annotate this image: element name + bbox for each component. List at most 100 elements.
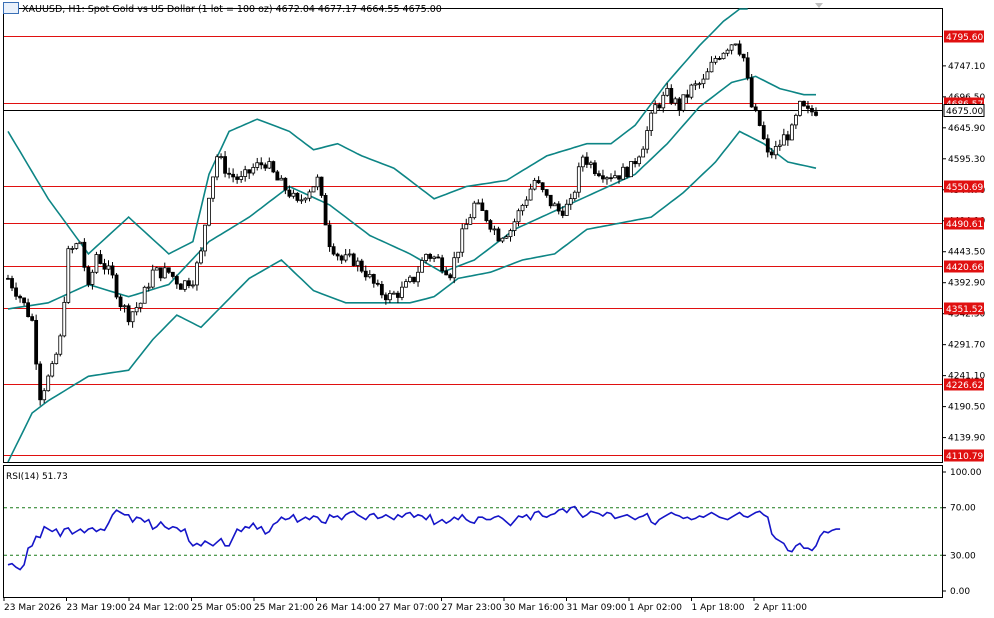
candle-down [540,182,545,190]
candle-up [508,230,513,238]
candle-down [323,195,328,226]
candle-up [343,254,348,261]
candle-up [588,162,593,165]
candle-up [122,305,127,308]
candle-down [351,253,356,266]
candle-up [464,223,469,230]
scroll-marker-icon[interactable] [815,3,823,8]
candle-up [404,281,408,288]
level-tag [944,217,984,230]
candle-up [504,236,509,239]
candle-up [70,247,75,250]
price-panel-frame [3,8,943,463]
candle-down [785,134,790,141]
candle-up [255,162,260,168]
level-tag [944,378,984,391]
candle-down [18,295,22,299]
candle-up [629,161,633,178]
candle-up [564,203,569,216]
candle-down [484,210,489,221]
candle-up [400,286,404,298]
candle-down [275,171,280,181]
candle-up [215,156,219,178]
time-label: 23 Mar 2026 [4,603,61,613]
price-tick-label: 4190.50 [948,403,985,413]
candle-up [315,176,320,188]
candle-up [203,224,207,252]
candle-up [572,191,577,200]
candle-down [444,270,449,276]
price-tick-label: 4645.90 [948,124,985,134]
candle-up [721,52,726,60]
price-tick-label: 4392.90 [948,279,985,289]
candle-down [765,138,770,153]
candle-up [432,256,437,259]
candle-down [810,108,814,113]
candle-up [199,250,203,264]
candle-up [777,144,782,147]
candle-down [814,111,818,116]
rsi-title: RSI(14) 51.73 [6,472,68,482]
candle-up [138,302,143,308]
candle-up [689,84,694,98]
candle-down [263,164,268,169]
candle-up [665,87,670,96]
candle-down [584,156,589,165]
candle-up [552,203,557,207]
candle-down [737,43,742,55]
current-price-label: 4675.00 [946,107,983,117]
candle-up [207,197,211,226]
candle-up [191,284,195,287]
candle-up [645,130,650,150]
level-labels[interactable]: 4795.604686.574550.694490.614420.664351.… [943,30,985,463]
time-label: 25 Mar 21:00 [254,603,314,613]
candle-down [375,282,380,285]
candle-up [392,292,396,295]
candle-down [14,287,18,297]
candle-down [488,220,493,230]
candle-up [637,156,642,165]
candle-down [295,192,300,201]
candle-up [299,199,304,202]
candle-up [653,104,658,114]
header-timeframe: H1 [68,4,82,15]
symbol-icon [3,2,19,14]
bollinger-bands [7,8,817,463]
candle-down [170,271,175,277]
candle-down [98,254,103,264]
candle-down [741,53,746,59]
candle-up [46,375,51,392]
bollinger-middle-line [7,75,816,310]
candle-down [110,265,115,276]
header-symbol: XAUUSD [22,4,63,15]
candle-down [396,292,400,298]
candle-up [58,335,63,355]
candle-down [677,98,682,111]
chart-header: XAUUSD, H1: Spot Gold vs US Dollar (1 lo… [3,2,442,15]
candle-down [633,161,638,165]
price-tick-label: 4342.30 [948,310,985,320]
candle-down [223,156,227,174]
candle-up [472,202,477,219]
candle-up [291,192,296,197]
candle-up [420,260,424,273]
candle-up [130,311,135,323]
candle-down [757,110,762,126]
candle-down [26,302,30,318]
candle-up [492,228,497,231]
candle-up [798,100,802,116]
candle-up [580,156,585,168]
candle-up [661,94,666,109]
candle-up [239,176,244,180]
candle-down [593,162,597,175]
candle-up [781,134,786,146]
candle-down [227,172,231,175]
candle-up [195,262,199,286]
level-tag [944,260,984,273]
rsi-tick-label: 100.00 [950,468,982,478]
time-label: 2 Apr 11:00 [754,603,807,613]
candle-down [118,296,123,308]
candle-down [359,260,364,272]
candle-up [794,114,798,126]
